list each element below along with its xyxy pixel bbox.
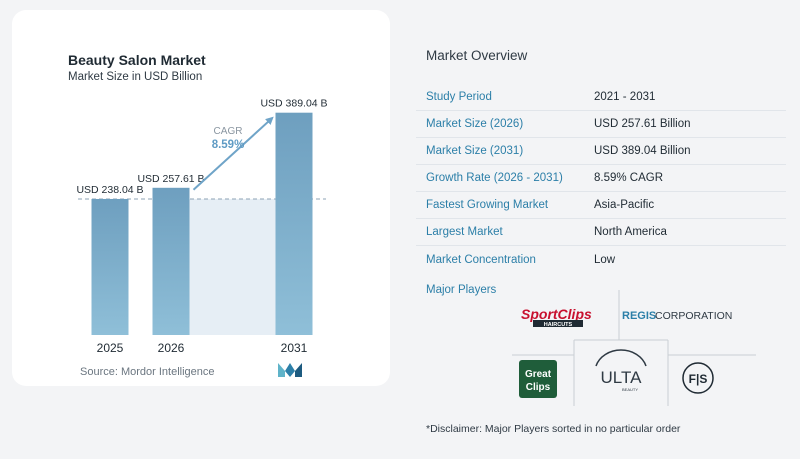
- ulta-logo: ULTA BEAUTY: [595, 349, 647, 392]
- regis-logo: REGIS CORPORATION: [622, 310, 732, 322]
- bar-2026: [152, 187, 190, 335]
- ulta-wordmark: ULTA: [601, 368, 643, 387]
- cagr-value: 8.59%: [212, 139, 245, 151]
- overview-row: Fastest Growing Market Asia-Pacific: [416, 192, 786, 219]
- disclaimer: *Disclaimer: Major Players sorted in no …: [426, 423, 681, 435]
- row-key: Largest Market: [426, 226, 503, 238]
- bar-2025: [91, 198, 129, 335]
- cagr-arrow: [192, 116, 274, 191]
- fs-logo: F|S: [682, 362, 714, 394]
- regis-wordmark: REGIS: [622, 310, 656, 322]
- sportclips-sub: HAIRCUTS: [544, 322, 573, 328]
- ulta-sub: BEAUTY: [622, 387, 638, 392]
- chart-subtitle: Market Size in USD Billion: [68, 71, 203, 83]
- row-value: USD 389.04 Billion: [594, 145, 691, 157]
- row-key: Market Size (2031): [426, 145, 524, 157]
- overview-row: Market Concentration Low: [416, 246, 786, 273]
- overview-row: Growth Rate (2026 - 2031) 8.59% CAGR: [416, 165, 786, 192]
- overview-row: Market Size (2026) USD 257.61 Billion: [416, 111, 786, 138]
- row-value: Asia-Pacific: [594, 199, 655, 211]
- greatclips-line2: Clips: [526, 382, 551, 393]
- data-label-2025: USD 238.04 B: [76, 184, 143, 196]
- row-value: North America: [594, 226, 667, 238]
- greatclips-line1: Great: [525, 369, 552, 380]
- x-tick-2031: 2031: [281, 341, 308, 355]
- overview-table: Study Period 2021 - 2031 Market Size (202…: [416, 84, 786, 273]
- row-value: 2021 - 2031: [594, 91, 656, 103]
- regis-sub: CORPORATION: [655, 310, 732, 322]
- overview-row: Study Period 2021 - 2031: [416, 84, 786, 111]
- overview-row: Market Size (2031) USD 389.04 Billion: [416, 138, 786, 165]
- major-players-title: Major Players: [426, 284, 497, 296]
- row-key: Market Size (2026): [426, 118, 524, 130]
- row-key: Fastest Growing Market: [426, 199, 549, 211]
- growth-shade: [189, 198, 276, 335]
- overview-title: Market Overview: [426, 48, 528, 63]
- bar-2031: [275, 112, 313, 335]
- logo-grid-lines: [512, 290, 756, 406]
- row-key: Growth Rate (2026 - 2031): [426, 172, 563, 184]
- data-label-2031: USD 389.04 B: [260, 98, 327, 110]
- row-key: Study Period: [426, 91, 492, 103]
- x-tick-2025: 2025: [97, 341, 124, 355]
- greatclips-logo: Great Clips: [519, 360, 557, 398]
- sportclips-wordmark: SportClips: [521, 306, 592, 322]
- chart-source: Source: Mordor Intelligence: [80, 366, 215, 378]
- row-key: Market Concentration: [426, 253, 536, 266]
- cagr-label: CAGR: [214, 126, 243, 137]
- row-value: USD 257.61 Billion: [594, 118, 691, 130]
- x-tick-2026: 2026: [158, 341, 185, 355]
- fs-wordmark: F|S: [689, 372, 708, 386]
- bar-chart: USD 238.04 B 2025 USD 257.61 B 2026 USD 389.…: [76, 98, 327, 355]
- overview-row: Largest Market North America: [416, 219, 786, 246]
- data-label-2026: USD 257.61 B: [137, 173, 204, 185]
- chart-title: Beauty Salon Market: [68, 52, 206, 68]
- mordor-logo-icon: [278, 363, 302, 377]
- row-value: Low: [594, 253, 616, 266]
- sportclips-logo: SportClips HAIRCUTS: [521, 306, 592, 328]
- row-value: 8.59% CAGR: [594, 172, 664, 184]
